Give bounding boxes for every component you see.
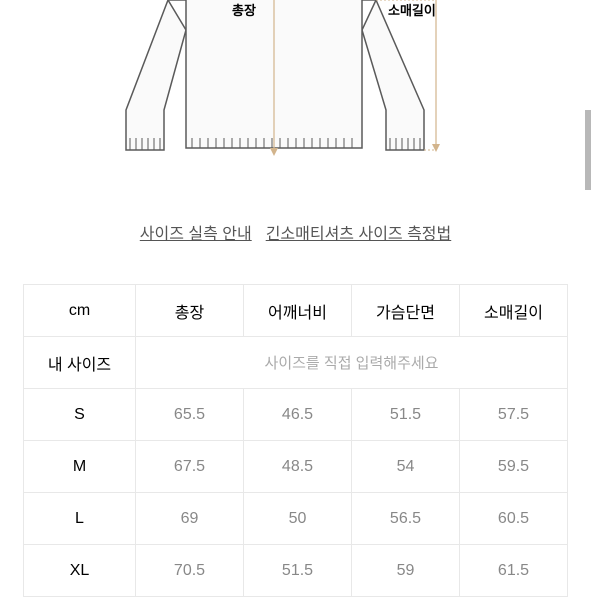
size-value: 48.5	[244, 441, 352, 493]
size-value: 50	[244, 493, 352, 545]
size-value: 51.5	[244, 545, 352, 597]
size-label: L	[24, 493, 136, 545]
unit-header: cm	[24, 285, 136, 337]
table-row: XL 70.5 51.5 59 61.5	[24, 545, 568, 597]
size-value: 59.5	[460, 441, 568, 493]
size-value: 46.5	[244, 389, 352, 441]
scrollbar-thumb[interactable]	[585, 110, 591, 190]
link-measure-method[interactable]: 긴소매티셔츠 사이즈 측정법	[266, 220, 452, 244]
garment-svg	[116, 0, 476, 170]
diagram-label-sleeve: 소매길이	[388, 0, 436, 19]
size-value: 51.5	[352, 389, 460, 441]
size-value: 61.5	[460, 545, 568, 597]
col-header: 소매길이	[460, 285, 568, 337]
size-value: 56.5	[352, 493, 460, 545]
links-row: 사이즈 실측 안내 긴소매티셔츠 사이즈 측정법	[0, 220, 591, 244]
col-header: 어깨너비	[244, 285, 352, 337]
link-size-guide[interactable]: 사이즈 실측 안내	[140, 220, 252, 244]
size-value: 54	[352, 441, 460, 493]
col-header: 총장	[136, 285, 244, 337]
table-row: S 65.5 46.5 51.5 57.5	[24, 389, 568, 441]
size-label: S	[24, 389, 136, 441]
size-value: 60.5	[460, 493, 568, 545]
size-value: 59	[352, 545, 460, 597]
size-value: 57.5	[460, 389, 568, 441]
size-label: M	[24, 441, 136, 493]
size-value: 67.5	[136, 441, 244, 493]
col-header: 가슴단면	[352, 285, 460, 337]
diagram-label-length: 총장	[232, 0, 256, 19]
my-size-label: 내 사이즈	[24, 337, 136, 389]
size-label: XL	[24, 545, 136, 597]
my-size-row[interactable]: 내 사이즈 사이즈를 직접 입력해주세요	[24, 337, 568, 389]
size-table: cm 총장 어깨너비 가슴단면 소매길이 내 사이즈 사이즈를 직접 입력해주세…	[23, 284, 568, 597]
size-value: 69	[136, 493, 244, 545]
my-size-placeholder[interactable]: 사이즈를 직접 입력해주세요	[136, 337, 568, 389]
size-value: 70.5	[136, 545, 244, 597]
table-header-row: cm 총장 어깨너비 가슴단면 소매길이	[24, 285, 568, 337]
table-row: M 67.5 48.5 54 59.5	[24, 441, 568, 493]
size-value: 65.5	[136, 389, 244, 441]
table-row: L 69 50 56.5 60.5	[24, 493, 568, 545]
garment-diagram: 총장 소매길이	[0, 0, 591, 190]
